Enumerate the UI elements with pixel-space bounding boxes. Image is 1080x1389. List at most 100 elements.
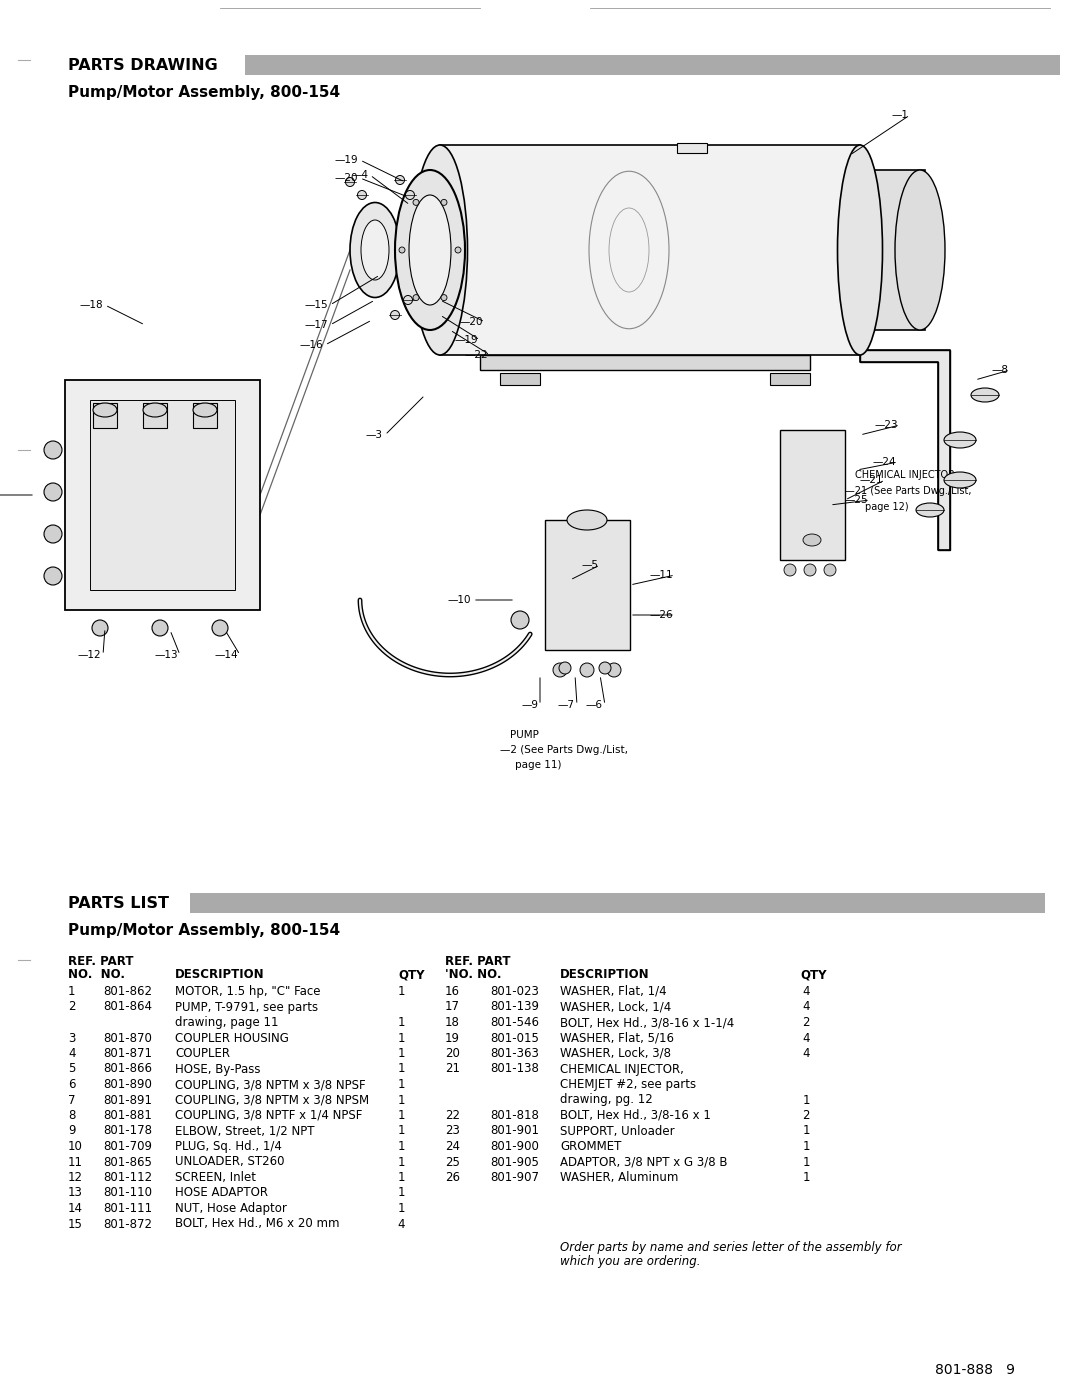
Text: BOLT, Hex Hd., 3/8-16 x 1: BOLT, Hex Hd., 3/8-16 x 1 (561, 1108, 711, 1122)
Text: 801-111: 801-111 (103, 1201, 152, 1215)
Bar (780, 431, 845, 560)
Text: —18: —18 (79, 300, 103, 310)
Ellipse shape (404, 296, 413, 304)
Text: 15: 15 (68, 1218, 83, 1231)
Text: BOLT, Hex Hd., 3/8-16 x 1-1/4: BOLT, Hex Hd., 3/8-16 x 1-1/4 (561, 1015, 734, 1029)
Text: 801-907: 801-907 (490, 1171, 539, 1183)
Text: NUT, Hose Adaptor: NUT, Hose Adaptor (175, 1201, 287, 1215)
Text: 'NO. NO.: 'NO. NO. (445, 968, 501, 981)
Text: 801-881: 801-881 (103, 1108, 152, 1122)
Text: GROMMET: GROMMET (561, 1140, 621, 1153)
Text: 801-866: 801-866 (103, 1063, 152, 1075)
Ellipse shape (784, 564, 796, 576)
Ellipse shape (152, 619, 168, 636)
Text: COUPLING, 3/8 NPTM x 3/8 NPSM: COUPLING, 3/8 NPTM x 3/8 NPSM (175, 1093, 369, 1107)
Text: —1: —1 (891, 110, 908, 119)
Text: drawing, page 11: drawing, page 11 (175, 1015, 279, 1029)
Ellipse shape (44, 483, 62, 501)
Text: Order parts by name and series letter of the assembly for: Order parts by name and series letter of… (561, 1240, 902, 1254)
Text: 24: 24 (445, 1140, 460, 1153)
Text: 1: 1 (397, 1186, 405, 1200)
Text: —16: —16 (299, 340, 323, 350)
Text: —3: —3 (366, 431, 383, 440)
Text: 25: 25 (445, 1156, 460, 1168)
Text: —15: —15 (305, 300, 328, 310)
Text: HOSE, By-Pass: HOSE, By-Pass (175, 1063, 260, 1075)
Text: 801-015: 801-015 (490, 1032, 539, 1045)
Text: 801-901: 801-901 (490, 1125, 539, 1138)
Ellipse shape (391, 311, 400, 319)
Text: WASHER, Lock, 1/4: WASHER, Lock, 1/4 (561, 1000, 672, 1014)
Text: 801-888   9: 801-888 9 (935, 1363, 1015, 1376)
Text: 1: 1 (397, 1015, 405, 1029)
Text: —19: —19 (335, 156, 357, 165)
Text: 801-891: 801-891 (103, 1093, 152, 1107)
Text: 12: 12 (68, 1171, 83, 1183)
Text: —25: —25 (845, 494, 868, 506)
Text: —20: —20 (459, 317, 483, 326)
Text: 801-890: 801-890 (103, 1078, 152, 1090)
Text: 801-872: 801-872 (103, 1218, 152, 1231)
Text: PLUG, Sq. Hd., 1/4: PLUG, Sq. Hd., 1/4 (175, 1140, 282, 1153)
Text: which you are ordering.: which you are ordering. (561, 1256, 701, 1268)
Ellipse shape (409, 194, 451, 306)
Ellipse shape (143, 403, 167, 417)
Text: QTY: QTY (800, 968, 826, 981)
Text: —12: —12 (78, 650, 102, 660)
Ellipse shape (413, 294, 419, 300)
Text: BOLT, Hex Hd., M6 x 20 mm: BOLT, Hex Hd., M6 x 20 mm (175, 1218, 339, 1231)
Text: 801-900: 801-900 (490, 1140, 539, 1153)
Ellipse shape (804, 564, 816, 576)
Text: 801-023: 801-023 (490, 985, 539, 999)
Ellipse shape (511, 611, 529, 629)
Ellipse shape (413, 144, 468, 356)
Bar (143, 403, 167, 428)
Bar (677, 143, 707, 153)
Bar (440, 144, 860, 356)
Text: 1: 1 (397, 985, 405, 999)
Text: 1: 1 (397, 1032, 405, 1045)
Bar (855, 169, 924, 331)
Text: 10: 10 (68, 1140, 83, 1153)
Ellipse shape (607, 663, 621, 676)
Text: 801-709: 801-709 (103, 1140, 152, 1153)
Text: —9: —9 (521, 700, 538, 710)
Text: —23: —23 (875, 419, 897, 431)
Text: ELBOW, Street, 1/2 NPT: ELBOW, Street, 1/2 NPT (175, 1125, 314, 1138)
Text: 801-871: 801-871 (103, 1047, 152, 1060)
Text: 16: 16 (445, 985, 460, 999)
Ellipse shape (405, 190, 415, 200)
Text: 11: 11 (68, 1156, 83, 1168)
Text: 1: 1 (802, 1140, 810, 1153)
Text: PUMP, T-9791, see parts: PUMP, T-9791, see parts (175, 1000, 319, 1014)
Bar (190, 893, 1045, 913)
Ellipse shape (93, 403, 117, 417)
Text: 1: 1 (397, 1140, 405, 1153)
Ellipse shape (92, 619, 108, 636)
Text: —14: —14 (214, 650, 238, 660)
Ellipse shape (837, 144, 882, 356)
Text: —21 (See Parts Dwg./List,: —21 (See Parts Dwg./List, (845, 486, 972, 496)
Text: ADAPTOR, 3/8 NPT x G 3/8 B: ADAPTOR, 3/8 NPT x G 3/8 B (561, 1156, 728, 1168)
Bar (90, 400, 235, 590)
Ellipse shape (193, 403, 217, 417)
Text: —19: —19 (455, 335, 478, 344)
Text: 1: 1 (802, 1093, 810, 1107)
Text: 801-138: 801-138 (490, 1063, 539, 1075)
Text: QTY: QTY (399, 968, 424, 981)
Ellipse shape (599, 663, 611, 674)
Ellipse shape (357, 190, 366, 200)
Ellipse shape (395, 175, 405, 185)
Bar (480, 356, 810, 369)
Ellipse shape (944, 472, 976, 488)
Ellipse shape (44, 567, 62, 585)
Text: 801-862: 801-862 (103, 985, 152, 999)
Text: 801-178: 801-178 (103, 1125, 152, 1138)
Text: 801-546: 801-546 (490, 1015, 539, 1029)
Text: —4: —4 (351, 169, 368, 181)
Text: —20: —20 (335, 174, 357, 183)
Text: 801-110: 801-110 (103, 1186, 152, 1200)
Text: 23: 23 (445, 1125, 460, 1138)
Ellipse shape (455, 247, 461, 253)
Text: —2 (See Parts Dwg./List,: —2 (See Parts Dwg./List, (500, 745, 627, 756)
